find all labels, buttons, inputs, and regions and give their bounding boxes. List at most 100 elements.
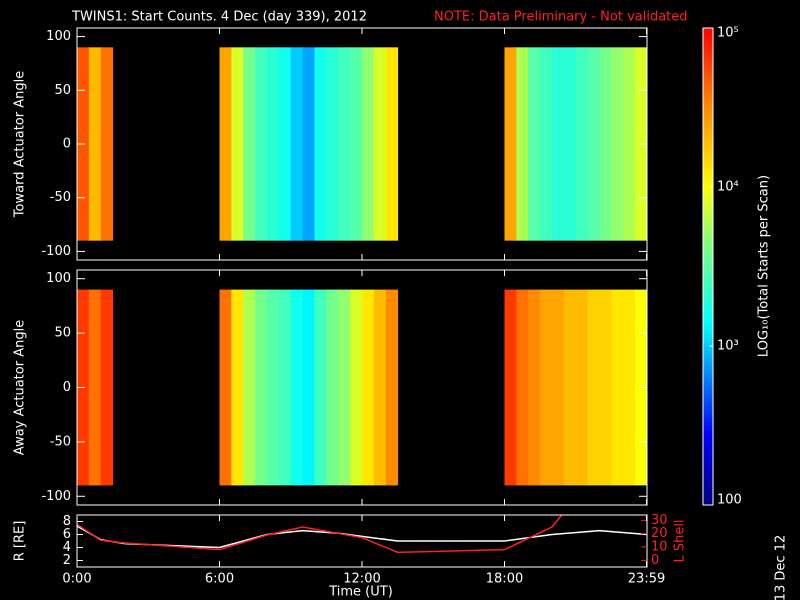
colorbar-swatch — [703, 218, 713, 224]
colorbar-swatch — [703, 413, 713, 419]
y-tick-label: 100 — [46, 271, 71, 286]
heatmap-cell — [611, 47, 624, 241]
colorbar-swatch — [703, 75, 713, 81]
colorbar-swatch — [703, 115, 713, 120]
colorbar-swatch — [703, 266, 713, 271]
colorbar-swatch — [703, 302, 713, 307]
y-tick-label: 6 — [63, 527, 71, 542]
colorbar-tick-label: 100 — [717, 493, 742, 508]
colorbar-swatch — [703, 469, 713, 474]
colorbar-swatch — [703, 330, 713, 335]
x-tick-label: 18:00 — [486, 572, 523, 587]
heatmap-cell — [278, 47, 292, 241]
colorbar-swatch — [703, 35, 713, 41]
y-tick-label: -50 — [50, 190, 71, 205]
colorbar-swatch — [703, 497, 713, 502]
heatmap-cell — [373, 289, 387, 486]
colorbar-swatch — [703, 175, 713, 180]
colorbar-swatch — [703, 377, 713, 383]
heatmap-cell — [528, 289, 541, 486]
y-axis-label: R [RE] — [13, 521, 28, 562]
colorbar-swatch — [703, 234, 713, 240]
heatmap-cell — [302, 289, 315, 486]
note: NOTE: Data Preliminary - Not validated — [434, 10, 688, 25]
colorbar-swatch — [703, 31, 713, 37]
colorbar-swatch — [703, 409, 713, 415]
heatmap-cell — [385, 289, 399, 486]
colorbar-swatch — [703, 123, 713, 128]
colorbar-swatch — [703, 139, 713, 144]
y-tick-label: 0 — [63, 137, 71, 152]
x-tick-label: 6:00 — [205, 572, 234, 587]
y-tick-label: 2 — [63, 553, 71, 568]
heatmap-cell — [587, 289, 600, 486]
heatmap-cell — [350, 289, 363, 486]
heatmap-cell — [255, 47, 268, 241]
heatmap-cell — [362, 47, 375, 241]
y-tick-label: -100 — [41, 489, 71, 504]
colorbar-swatch — [703, 429, 713, 434]
heatmap-cell — [243, 289, 256, 486]
colorbar-swatch — [703, 91, 713, 97]
colorbar-swatch — [703, 322, 713, 327]
colorbar-swatch — [703, 349, 713, 355]
colorbar-swatch — [703, 342, 713, 347]
colorbar-swatch — [703, 294, 713, 299]
heatmap-cell — [563, 47, 577, 241]
colorbar-swatch — [703, 389, 713, 395]
heatmap-cell — [88, 47, 102, 241]
colorbar-swatch — [703, 87, 713, 93]
heatmap-cell — [599, 47, 612, 241]
heatmap-cell — [278, 289, 292, 486]
colorbar-swatch — [703, 131, 713, 136]
colorbar-swatch — [703, 473, 713, 478]
colorbar-swatch — [703, 187, 713, 192]
y2-tick-label: 20 — [651, 526, 668, 541]
x-axis-label: Time (UT) — [328, 585, 393, 600]
heatmap-cell — [575, 47, 589, 241]
colorbar-swatch — [703, 397, 713, 403]
colorbar-swatch — [703, 43, 713, 49]
heatmap-cell — [314, 289, 327, 486]
heatmap-cell — [255, 289, 268, 486]
colorbar-swatch — [703, 155, 713, 160]
colorbar-swatch — [703, 55, 713, 61]
colorbar-swatch — [703, 198, 713, 204]
side-label: 13 Dec 12 — [774, 535, 789, 600]
heatmap-cell — [623, 289, 636, 486]
colorbar: 10⁵ 10⁴ 10³ 100 — [702, 26, 742, 508]
colorbar-swatch — [703, 373, 713, 379]
heatmap-cell — [540, 47, 553, 241]
heatmap-cell — [100, 47, 114, 241]
y2-tick-label: 10 — [651, 540, 668, 555]
colorbar-tick-label: 10⁴ — [717, 180, 739, 195]
colorbar-swatch — [703, 385, 713, 391]
heatmap-cell — [88, 289, 102, 486]
colorbar-swatch — [703, 143, 713, 148]
colorbar-tick-label: 10⁵ — [717, 26, 739, 41]
colorbar-swatch — [703, 353, 713, 359]
colorbar-swatch — [703, 167, 713, 172]
heatmap-cell — [219, 289, 232, 486]
colorbar-swatch — [703, 274, 713, 279]
colorbar-swatch — [703, 361, 713, 367]
colorbar-swatch — [703, 151, 713, 156]
chart-title: TWINS1: Start Counts. 4 Dec (day 339), 2… — [71, 10, 367, 25]
colorbar-swatch — [703, 147, 713, 152]
colorbar-swatch — [703, 437, 713, 442]
colorbar-swatch — [703, 202, 713, 208]
colorbar-swatch — [703, 47, 713, 53]
heatmap-cell — [504, 289, 517, 486]
colorbar-swatch — [703, 246, 713, 252]
colorbar-swatch — [703, 83, 713, 89]
colorbar-swatch — [703, 79, 713, 85]
heatmap-cell — [599, 289, 612, 486]
heatmap-cell — [338, 289, 351, 486]
colorbar-swatch — [703, 183, 713, 188]
y-tick-label: 4 — [63, 540, 71, 555]
colorbar-swatch — [703, 238, 713, 244]
heatmap-cell — [373, 47, 387, 241]
colorbar-swatch — [703, 230, 713, 236]
colorbar-swatch — [703, 433, 713, 438]
